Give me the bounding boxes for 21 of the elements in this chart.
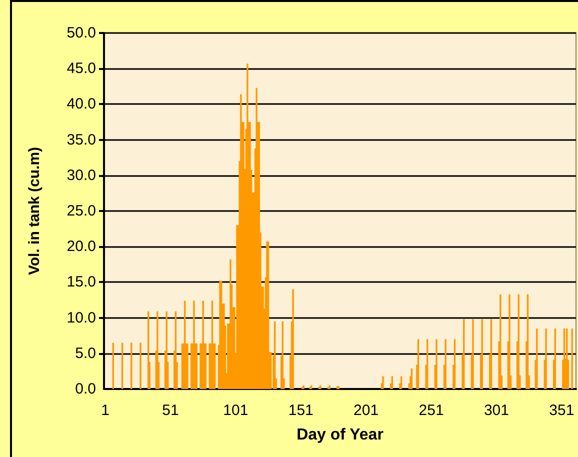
x-tick-label: 1 xyxy=(101,402,110,419)
x-tick-label: 351 xyxy=(549,402,574,419)
y-tick-label: 20.0 xyxy=(66,238,96,256)
x-tick-label: 51 xyxy=(162,402,179,419)
y-axis-title: Vol. in tank (cu.m) xyxy=(26,146,43,276)
x-tick-label: 301 xyxy=(484,402,509,419)
y-tick-label: 50.0 xyxy=(66,24,96,42)
y-tick-label: 30.0 xyxy=(66,166,96,184)
y-tick-label: 40.0 xyxy=(66,96,96,113)
x-tick-label: 201 xyxy=(354,402,379,419)
x-axis-title: Day of Year xyxy=(296,426,384,444)
x-tick-label: 251 xyxy=(418,402,444,419)
y-tick-label: 10.0 xyxy=(66,309,96,326)
x-tick-label: 151 xyxy=(288,402,314,419)
x-tick-label: 101 xyxy=(223,402,248,419)
y-tick-label: 45.0 xyxy=(66,60,96,78)
y-tick-label: 15.0 xyxy=(66,274,96,291)
y-tick-label: 25.0 xyxy=(66,202,96,220)
y-tick-label: 0.0 xyxy=(75,380,96,398)
y-tick-label: 5.0 xyxy=(75,344,96,362)
y-tick-label: 35.0 xyxy=(66,131,96,148)
